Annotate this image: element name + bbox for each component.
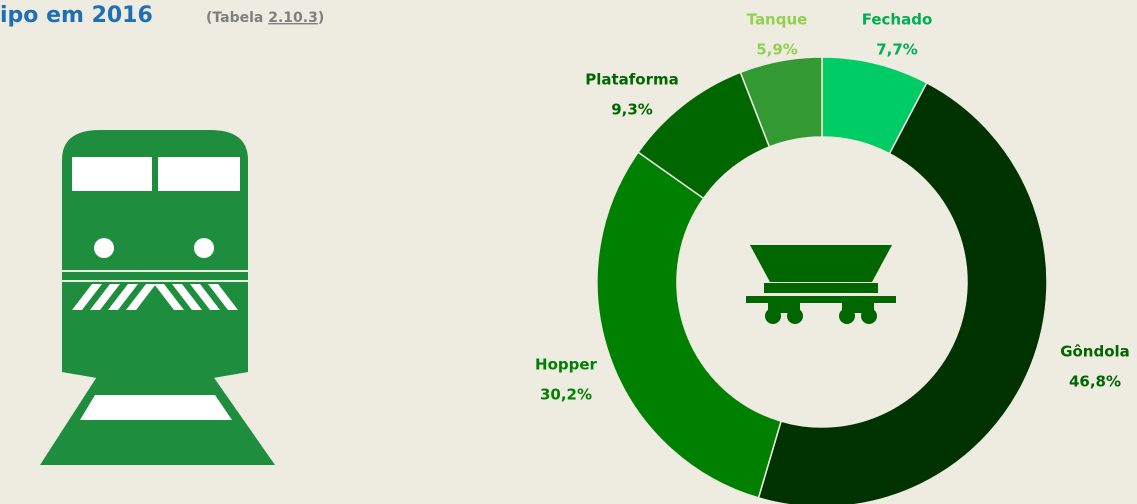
value-label: 46,8%	[1069, 373, 1121, 391]
note: (Tabela 2.10.3)	[206, 10, 324, 26]
value-label: 7,7%	[876, 41, 918, 59]
slice	[597, 152, 781, 498]
slice-label: Gôndola	[1060, 343, 1130, 361]
value-label: 30,2%	[540, 386, 592, 404]
slice-label: Fechado	[862, 11, 933, 29]
note-open: (Tabela	[206, 10, 268, 26]
page: ipo em 2016 (Tabela 2.10.3) Fechado 7,7% G…	[0, 0, 1137, 504]
note-link[interactable]: 2.10.3	[268, 10, 318, 26]
value-label: 9,3%	[611, 101, 653, 119]
train-icon	[40, 130, 275, 465]
slice	[758, 83, 1047, 504]
note-close: )	[318, 10, 324, 26]
title: ipo em 2016	[0, 3, 153, 28]
slice-label: Hopper	[535, 356, 598, 374]
hopper-icon	[746, 245, 896, 324]
value-label: 5,9%	[756, 41, 798, 59]
slice-label: Plataforma	[585, 71, 679, 89]
slice-label: Tanque	[747, 11, 808, 29]
